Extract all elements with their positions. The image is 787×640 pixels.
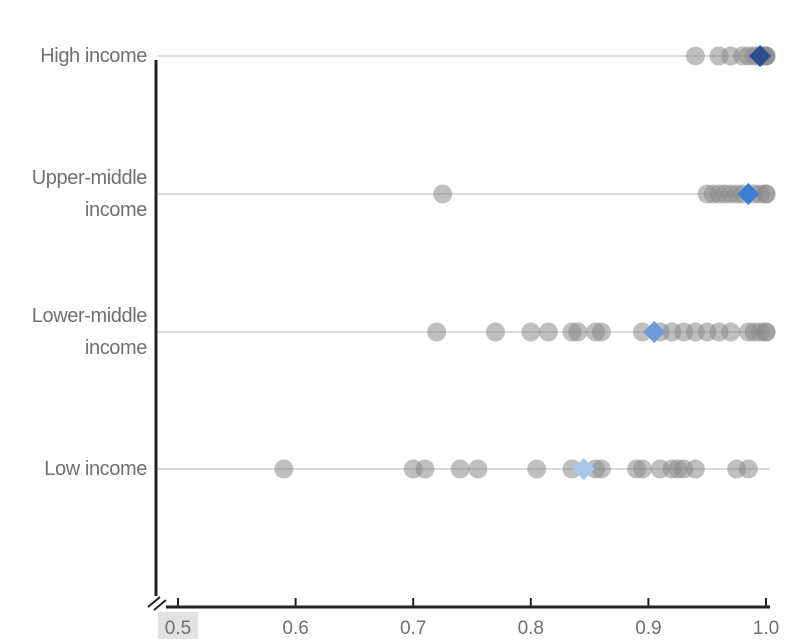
median-diamond [749, 45, 772, 67]
data-point [685, 46, 705, 66]
data-point [756, 322, 776, 342]
category-row [158, 183, 776, 205]
category-label-line: income [84, 337, 147, 359]
data-point [468, 459, 488, 479]
x-tick-label: 0.5 [165, 618, 191, 639]
data-point [591, 322, 611, 342]
median-diamond [572, 458, 595, 480]
data-point [415, 459, 435, 479]
data-point [738, 459, 758, 479]
category-label-line: High income [40, 45, 147, 67]
data-point [562, 459, 582, 479]
category-row [158, 45, 776, 67]
data-point [427, 322, 447, 342]
median-diamond [737, 183, 760, 205]
x-tick-highlight [158, 612, 198, 639]
category-row [158, 321, 776, 343]
data-point [433, 184, 453, 204]
category-rows [158, 45, 776, 480]
x-tick-label: 0.8 [518, 618, 544, 639]
category-label-line: Upper-middle [31, 167, 148, 189]
data-point [756, 184, 776, 204]
data-point [721, 322, 741, 342]
category-label: Lower-middle income [31, 300, 148, 364]
data-point [521, 322, 541, 342]
data-point [538, 322, 558, 342]
data-point [591, 459, 611, 479]
category-label-line: income [84, 199, 147, 221]
category-label-line: Low income [44, 458, 147, 480]
data-point [633, 322, 652, 342]
category-label: High income [40, 40, 147, 72]
data-point [274, 459, 294, 479]
x-tick-label: 1.0 [753, 618, 779, 639]
axis-break-marker [147, 596, 167, 611]
data-point [633, 459, 652, 479]
x-axis-ticks: 0.5 0.6 0.7 0.8 0.9 1.0 [158, 598, 779, 639]
data-point [568, 322, 588, 342]
median-diamond [643, 321, 666, 343]
x-tick-label: 0.6 [282, 618, 308, 639]
x-tick-label: 0.9 [635, 618, 661, 639]
data-point [527, 459, 547, 479]
category-label-line: Lower-middle [31, 305, 148, 327]
data-point [685, 459, 705, 479]
category-row [158, 458, 770, 480]
data-point [450, 459, 470, 479]
category-label: Upper-middle income [31, 162, 148, 226]
category-label: Low income [44, 453, 147, 485]
data-point [486, 322, 505, 342]
x-tick-label: 0.7 [400, 618, 426, 639]
